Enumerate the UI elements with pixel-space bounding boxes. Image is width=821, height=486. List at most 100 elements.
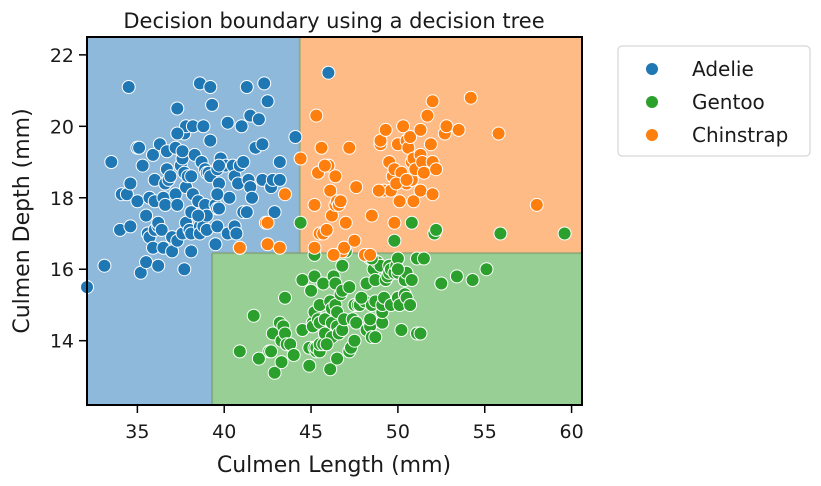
point-adelie [121, 80, 136, 94]
point-gentoo [434, 276, 449, 291]
point-adelie [191, 208, 206, 223]
legend-label-chinstrap: Chinstrap [692, 123, 788, 147]
point-chinstrap [403, 130, 418, 144]
x-tick-label: 35 [125, 421, 149, 443]
point-chinstrap [314, 140, 329, 155]
plot-area [80, 36, 583, 406]
plot-frame [86, 36, 583, 406]
point-adelie [196, 119, 211, 134]
point-chinstrap [439, 119, 454, 134]
point-gentoo [465, 273, 480, 287]
point-gentoo [274, 355, 289, 370]
point-adelie [220, 115, 235, 130]
point-gentoo [479, 262, 494, 277]
point-chinstrap [307, 240, 322, 255]
point-chinstrap [326, 247, 341, 262]
point-adelie [139, 255, 154, 270]
point-adelie [272, 172, 287, 187]
point-chinstrap [420, 108, 435, 123]
point-gentoo [302, 358, 317, 373]
point-adelie [267, 205, 282, 220]
point-chinstrap [451, 122, 466, 137]
point-gentoo [557, 226, 572, 241]
point-adelie [130, 194, 145, 209]
point-adelie [212, 158, 226, 173]
point-chinstrap [307, 197, 322, 212]
point-chinstrap [272, 240, 287, 255]
point-adelie [184, 244, 199, 259]
point-gentoo [368, 330, 383, 345]
point-adelie [210, 187, 225, 202]
legend-marker-gentoo [645, 95, 659, 109]
y-tick-label: 22 [50, 45, 74, 67]
point-chinstrap [333, 194, 348, 209]
point-adelie [170, 126, 185, 141]
point-gentoo [330, 351, 345, 366]
point-gentoo [295, 273, 310, 287]
point-gentoo [403, 298, 418, 312]
y-tick-label: 18 [50, 188, 74, 210]
point-adelie [208, 237, 223, 252]
point-gentoo [429, 222, 444, 237]
point-gentoo [394, 323, 409, 337]
point-adelie [154, 222, 169, 237]
point-chinstrap [278, 187, 292, 202]
point-chinstrap [371, 183, 386, 198]
point-gentoo [493, 226, 508, 241]
chart-title: Decision boundary using a decision tree [123, 9, 544, 33]
point-adelie [123, 219, 138, 234]
point-chinstrap [413, 183, 428, 198]
point-chinstrap [413, 122, 428, 137]
point-adelie [222, 190, 237, 205]
point-chinstrap [416, 165, 431, 180]
point-adelie [151, 258, 166, 273]
point-adelie [234, 119, 249, 134]
point-chinstrap [425, 94, 440, 109]
x-tick-label: 55 [473, 421, 497, 443]
point-gentoo [342, 280, 357, 295]
point-adelie [236, 155, 251, 169]
point-chinstrap [529, 197, 544, 212]
point-adelie [203, 80, 218, 94]
point-chinstrap [349, 180, 364, 195]
point-chinstrap [429, 162, 444, 177]
point-chinstrap [337, 240, 352, 255]
point-gentoo [264, 344, 279, 359]
point-chinstrap [328, 169, 343, 184]
legend: Adelie Gentoo Chinstrap [617, 45, 811, 157]
point-chinstrap [260, 237, 275, 252]
point-adelie [210, 219, 225, 234]
point-chinstrap [423, 137, 438, 152]
point-adelie [229, 226, 244, 241]
point-adelie [163, 169, 178, 184]
data-points [80, 65, 572, 380]
point-gentoo [323, 362, 338, 377]
point-gentoo [319, 337, 334, 352]
point-gentoo [267, 365, 282, 380]
point-gentoo [354, 290, 369, 305]
point-adelie [205, 97, 220, 112]
point-chinstrap [378, 122, 393, 137]
point-gentoo [304, 283, 319, 298]
x-tick-label: 60 [559, 421, 583, 443]
legend-box [617, 45, 811, 157]
y-tick-label: 14 [50, 331, 74, 353]
point-gentoo [335, 258, 350, 273]
point-chinstrap [463, 90, 478, 105]
y-axis-label: Culmen Depth (mm) [10, 108, 35, 333]
point-adelie [139, 208, 154, 223]
point-adelie [175, 144, 190, 159]
point-chinstrap [399, 172, 414, 187]
point-adelie [132, 140, 147, 155]
point-chinstrap [260, 215, 275, 230]
point-chinstrap [387, 215, 402, 230]
point-gentoo [363, 312, 378, 327]
point-adelie [257, 76, 272, 91]
point-chinstrap [406, 194, 421, 209]
point-adelie [146, 147, 160, 162]
point-chinstrap [232, 240, 247, 255]
x-axis-label: Culmen Length (mm) [217, 453, 451, 478]
point-chinstrap [317, 158, 332, 173]
point-adelie [272, 155, 287, 169]
point-gentoo [286, 348, 301, 362]
